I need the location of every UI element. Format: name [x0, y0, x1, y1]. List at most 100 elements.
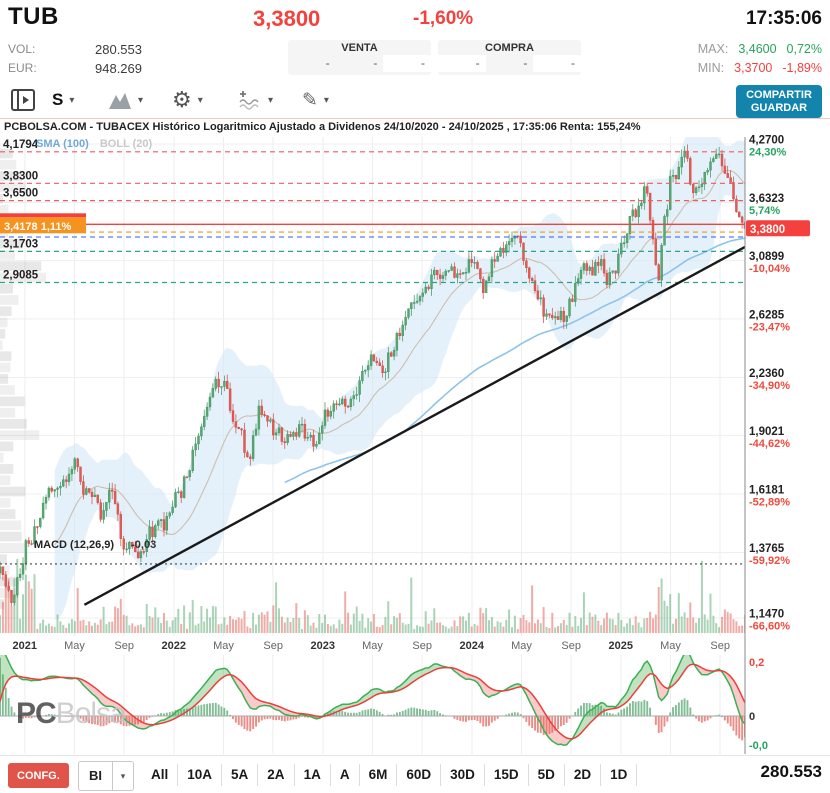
chart-type-selector[interactable]: ▾	[108, 87, 143, 113]
candlesticks	[0, 144, 745, 606]
bollinger-band	[54, 137, 745, 620]
svg-text:3,8300: 3,8300	[3, 170, 38, 182]
svg-text:-44,62%: -44,62%	[749, 438, 790, 450]
price-level-lines: 4,1794 3,8300 3,6500 3,1703 2,9085 3,4178 1,1…	[0, 139, 746, 606]
svg-text:1,9021: 1,9021	[749, 426, 785, 438]
range-5d[interactable]: 5D	[529, 764, 565, 786]
range-2a[interactable]: 2A	[258, 764, 295, 786]
range-1d[interactable]: 1D	[601, 764, 638, 786]
svg-text:3,1703: 3,1703	[3, 238, 38, 250]
svg-text:3,4178 1,11%: 3,4178 1,11%	[4, 221, 72, 233]
svg-text:2022: 2022	[162, 640, 186, 652]
svg-text:-59,92%: -59,92%	[749, 555, 790, 567]
svg-text:2,9085: 2,9085	[3, 270, 39, 282]
svg-text:2,2360: 2,2360	[749, 368, 784, 380]
range-30d[interactable]: 30D	[441, 764, 485, 786]
svg-text:Sep: Sep	[412, 640, 432, 652]
pencil-icon: ✎	[302, 89, 318, 111]
range-1a[interactable]: 1A	[295, 764, 331, 786]
share-save-button[interactable]: COMPARTIR GUARDAR	[736, 85, 822, 118]
chevron-down-icon: ▾	[112, 762, 133, 790]
svg-text:May: May	[64, 640, 85, 652]
panel-toggle-icon	[11, 89, 35, 111]
chart-canvas[interactable]: 2021 May Sep 2022 May Sep 2023 May Sep 2024 May Sep…	[0, 119, 830, 756]
indicators-selector[interactable]: ▾	[238, 87, 273, 113]
interval-dropdown-value: BI	[89, 768, 102, 783]
quote-time: 17:35:06	[745, 8, 822, 29]
volume-profile	[0, 148, 46, 609]
chevron-down-icon: ▾	[323, 94, 329, 106]
bid-cell: -	[523, 56, 528, 70]
range-a[interactable]: A	[331, 764, 360, 786]
indicator-legend: SMA (100) BOLL (20)	[36, 138, 152, 150]
svg-text:4,1794: 4,1794	[3, 139, 39, 151]
volume-bars	[0, 559, 745, 633]
interval-dropdown[interactable]: BI ▾	[78, 761, 134, 791]
chevron-down-icon: ▾	[268, 94, 274, 106]
range-5a[interactable]: 5A	[222, 764, 259, 786]
draw-tools-selector[interactable]: ✎ ▾	[302, 87, 329, 113]
session-volume: 280.553	[760, 762, 822, 781]
bid-book: COMPRA - - -	[438, 40, 582, 75]
svg-text:-66,60%: -66,60%	[749, 621, 790, 633]
settings-selector[interactable]: ⚙ ▾	[172, 87, 203, 113]
ask-book: VENTA - - -	[288, 40, 432, 75]
min-percent: -1,89%	[782, 61, 822, 75]
legend-sma100[interactable]: SMA (100)	[36, 138, 89, 150]
range-2d[interactable]: 2D	[565, 764, 602, 786]
share-label: COMPARTIR	[746, 88, 812, 101]
chevron-down-icon: ▾	[69, 94, 75, 106]
save-label: GUARDAR	[750, 101, 808, 114]
svg-text:1,6181: 1,6181	[749, 484, 785, 496]
svg-text:Sep: Sep	[561, 640, 581, 652]
macd-params[interactable]: MACD (12,26,9)	[34, 539, 115, 551]
ask-cell: -	[383, 55, 432, 72]
range-6m[interactable]: 6M	[360, 764, 398, 786]
bid-header: COMPRA	[485, 42, 534, 54]
eur-label: EUR:	[8, 61, 37, 75]
config-button[interactable]: CONFG.	[8, 763, 69, 788]
max-min-block: MAX: 3,4600 0,72% MIN: 3,3700 -1,89%	[698, 40, 822, 78]
svg-text:1,1470: 1,1470	[749, 609, 784, 621]
svg-text:-10,04%: -10,04%	[749, 263, 790, 275]
legend-boll20[interactable]: BOLL (20)	[99, 138, 153, 150]
svg-text:24,30%: 24,30%	[749, 147, 787, 159]
range-10a[interactable]: 10A	[178, 764, 223, 786]
svg-text:2021: 2021	[13, 640, 37, 652]
svg-text:0,2: 0,2	[749, 657, 764, 669]
chart-title: PCBOLSA.COM - TUBACEX Histórico Logaritm…	[4, 121, 641, 133]
range-all[interactable]: All	[142, 764, 179, 786]
svg-text:-23,47%: -23,47%	[749, 322, 790, 334]
bottom-toolbar: CONFG. BI ▾ All 10A 5A 2A 1A A 6M 60D 30…	[0, 755, 830, 793]
ask-header: VENTA	[341, 42, 378, 54]
macd-plot	[0, 655, 745, 746]
gear-icon: ⚙	[172, 87, 192, 112]
svg-text:-0,0: -0,0	[749, 740, 768, 752]
max-label: MAX:	[697, 42, 729, 56]
svg-text:May: May	[213, 640, 234, 652]
chevron-down-icon: ▾	[197, 94, 203, 106]
svg-text:2024: 2024	[460, 640, 485, 652]
panel-toggle-button[interactable]	[10, 87, 36, 113]
ask-cell: -	[325, 56, 330, 70]
svg-text:3,6323: 3,6323	[749, 193, 784, 205]
svg-text:4,2700: 4,2700	[749, 135, 784, 147]
svg-text:1,3765: 1,3765	[749, 543, 785, 555]
svg-text:3,3800: 3,3800	[750, 224, 785, 236]
svg-text:Sep: Sep	[263, 640, 283, 652]
svg-text:Sep: Sep	[114, 640, 134, 652]
svg-text:May: May	[362, 640, 383, 652]
bid-cell: -	[438, 55, 486, 72]
svg-text:2023: 2023	[311, 640, 335, 652]
volume-value: 280.553	[95, 42, 142, 57]
min-value: 3,3700	[734, 61, 773, 75]
svg-text:3,6500: 3,6500	[3, 188, 38, 200]
range-15d[interactable]: 15D	[485, 764, 529, 786]
ticker-symbol: TUB	[8, 3, 59, 30]
range-60d[interactable]: 60D	[397, 764, 442, 786]
turnover-row: EUR: 948.269	[8, 61, 258, 76]
interval-selector[interactable]: S ▾	[52, 87, 74, 113]
svg-text:2,6285: 2,6285	[749, 310, 785, 322]
